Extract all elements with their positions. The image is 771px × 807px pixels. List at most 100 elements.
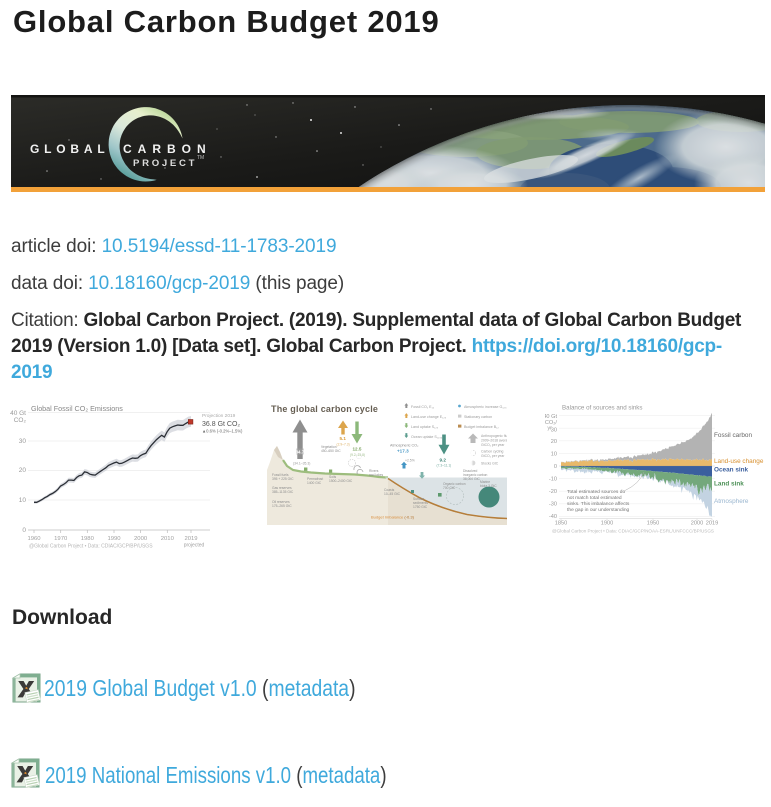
svg-text:TM: TM xyxy=(197,155,204,161)
svg-text:10: 10 xyxy=(551,452,557,458)
svg-text:38,000 GtC: 38,000 GtC xyxy=(463,477,480,481)
svg-text:GLOBAL: GLOBAL xyxy=(30,142,109,156)
svg-text:Soils: Soils xyxy=(329,475,336,479)
svg-text:GtCO₂ per year: GtCO₂ per year xyxy=(481,443,505,447)
svg-text:yr: yr xyxy=(547,426,552,432)
svg-text:+2.5%: +2.5% xyxy=(405,459,415,463)
svg-text:0: 0 xyxy=(554,464,557,470)
svg-text:@Global Carbon Project • Data:: @Global Carbon Project • Data: CDIAC/GCP… xyxy=(552,529,714,534)
svg-text:1950: 1950 xyxy=(647,521,659,527)
svg-text:Coasts: Coasts xyxy=(384,488,395,492)
svg-text:2010: 2010 xyxy=(161,536,175,542)
svg-text:Permafrost: Permafrost xyxy=(307,477,323,481)
svg-text:The global carbon cycle: The global carbon cycle xyxy=(271,404,378,414)
svg-text:2000: 2000 xyxy=(134,536,148,542)
svg-text:Budget Imbalance (-0.3): Budget Imbalance (-0.3) xyxy=(371,515,415,520)
svg-text:1970: 1970 xyxy=(54,536,68,542)
svg-text:385–1135 GtC: 385–1135 GtC xyxy=(272,490,294,494)
svg-text:Atmospheric increase G₁₂₃: Atmospheric increase G₁₂₃ xyxy=(464,405,507,409)
svg-text:CO₂/: CO₂/ xyxy=(545,420,557,426)
svg-text:Budget imbalance B₁₂: Budget imbalance B₁₂ xyxy=(464,425,499,429)
svg-text:sinks. This imbalance affects: sinks. This imbalance affects xyxy=(567,501,630,507)
svg-text:▲0.6% (-0.2%–1.5%): ▲0.6% (-0.2%–1.5%) xyxy=(202,429,243,434)
svg-text:2019: 2019 xyxy=(706,521,718,527)
svg-text:-10: -10 xyxy=(549,477,557,483)
svg-text:Land uptake S₁₂₃: Land uptake S₁₂₃ xyxy=(411,425,439,429)
svg-text:0: 0 xyxy=(22,527,26,534)
svg-text:40 Gt: 40 Gt xyxy=(545,414,557,420)
svg-text:1500–2400 GtC: 1500–2400 GtC xyxy=(329,479,353,483)
svg-text:Land-use change: Land-use change xyxy=(714,458,764,465)
svg-text:10–45 GtC: 10–45 GtC xyxy=(384,492,401,496)
svg-text:175–265 GtC: 175–265 GtC xyxy=(272,504,292,508)
svg-text:sediments: sediments xyxy=(413,501,428,505)
svg-text:1990: 1990 xyxy=(107,536,121,542)
svg-text:1750 GtC: 1750 GtC xyxy=(413,505,428,509)
svg-text:+17.3: +17.3 xyxy=(397,449,409,454)
svg-text:Fossil fuels: Fossil fuels xyxy=(272,473,289,477)
svg-text:(9.2–15.8): (9.2–15.8) xyxy=(350,453,365,457)
svg-text:-20: -20 xyxy=(549,489,557,495)
svg-text:30: 30 xyxy=(19,438,27,445)
svg-text:Oil reserves: Oil reserves xyxy=(272,500,290,504)
svg-text:1960: 1960 xyxy=(27,536,41,542)
svg-text:inorganic carbon: inorganic carbon xyxy=(463,473,488,477)
svg-text:450–650 GtC: 450–650 GtC xyxy=(321,449,341,453)
svg-text:biota 3 GtC: biota 3 GtC xyxy=(480,484,497,488)
svg-text:395 + 225 GtC: 395 + 225 GtC xyxy=(272,477,294,481)
svg-text:Balance of sources and sinks: Balance of sources and sinks xyxy=(562,405,642,412)
svg-text:-40: -40 xyxy=(549,514,557,520)
svg-text:34.7: 34.7 xyxy=(296,450,305,455)
svg-text:@Global Carbon Project • Data:: @Global Carbon Project • Data: CDIAC/GCP… xyxy=(29,544,153,550)
svg-text:1980: 1980 xyxy=(81,536,95,542)
svg-text:GtCO₂ per year: GtCO₂ per year xyxy=(481,454,505,458)
svg-text:20: 20 xyxy=(551,439,557,445)
svg-text:5.1: 5.1 xyxy=(340,436,347,441)
svg-text:CARBON: CARBON xyxy=(123,142,212,156)
svg-text:projected: projected xyxy=(184,543,205,549)
svg-text:Gas reserves: Gas reserves xyxy=(272,486,292,490)
svg-text:Marine: Marine xyxy=(480,480,490,484)
svg-text:700 GtC: 700 GtC xyxy=(443,486,456,490)
svg-text:12.5: 12.5 xyxy=(353,447,362,452)
svg-text:Fossil carbon: Fossil carbon xyxy=(714,432,752,439)
svg-text:(34.1–35.3): (34.1–35.3) xyxy=(293,462,310,466)
svg-text:40 Gt: 40 Gt xyxy=(10,410,26,417)
svg-text:1900: 1900 xyxy=(601,521,613,527)
svg-text:Carbon cycling: Carbon cycling xyxy=(481,450,504,454)
svg-text:Anthropogenic fluxes: Anthropogenic fluxes xyxy=(481,434,507,438)
svg-text:PROJECT: PROJECT xyxy=(133,158,197,169)
svg-text:the gap in our understanding: the gap in our understanding xyxy=(567,507,630,513)
svg-text:Ocean sink: Ocean sink xyxy=(714,467,749,474)
svg-text:2009–2018 average: 2009–2018 average xyxy=(481,439,507,443)
svg-text:1400 GtC: 1400 GtC xyxy=(307,481,322,485)
svg-text:Land-use change E₁₂₃: Land-use change E₁₂₃ xyxy=(411,415,447,419)
svg-text:Stocks GtC: Stocks GtC xyxy=(481,462,499,466)
svg-text:30: 30 xyxy=(551,428,557,434)
svg-text:(2.9–7.3): (2.9–7.3) xyxy=(337,443,350,447)
svg-text:(7.3–11.1): (7.3–11.1) xyxy=(437,464,452,468)
svg-text:10: 10 xyxy=(19,497,27,504)
svg-text:20: 20 xyxy=(19,467,27,474)
svg-text:CO₂: CO₂ xyxy=(14,417,27,424)
svg-text:-30: -30 xyxy=(549,502,557,508)
svg-text:and lakes: and lakes xyxy=(369,473,383,477)
svg-text:Vegetation: Vegetation xyxy=(321,445,337,449)
svg-text:Dissolved: Dissolved xyxy=(463,469,477,473)
svg-text:Total estimated sources do: Total estimated sources do xyxy=(567,489,625,495)
svg-text:Stationary carbon: Stationary carbon xyxy=(464,415,492,419)
svg-text:Land sink: Land sink xyxy=(714,481,744,488)
svg-text:Rivers: Rivers xyxy=(369,469,379,473)
svg-text:Projection 2019: Projection 2019 xyxy=(202,413,236,419)
svg-text:Atmosphere: Atmosphere xyxy=(714,498,749,505)
svg-text:1850: 1850 xyxy=(555,521,567,527)
svg-text:not match total estimated: not match total estimated xyxy=(567,495,622,501)
svg-text:36.8 Gt CO₂: 36.8 Gt CO₂ xyxy=(202,421,240,428)
svg-text:2000: 2000 xyxy=(691,521,703,527)
svg-text:Ocean uptake S₁₂₃₄: Ocean uptake S₁₂₃₄ xyxy=(411,435,443,439)
svg-text:Atmospheric CO₂: Atmospheric CO₂ xyxy=(390,444,419,448)
svg-text:2019: 2019 xyxy=(184,536,197,542)
svg-text:Fossil CO₂ E₁₂: Fossil CO₂ E₁₂ xyxy=(411,405,435,409)
svg-text:Global Fossil CO₂ Emissions: Global Fossil CO₂ Emissions xyxy=(31,404,123,413)
svg-text:Organic carbon: Organic carbon xyxy=(443,482,466,486)
